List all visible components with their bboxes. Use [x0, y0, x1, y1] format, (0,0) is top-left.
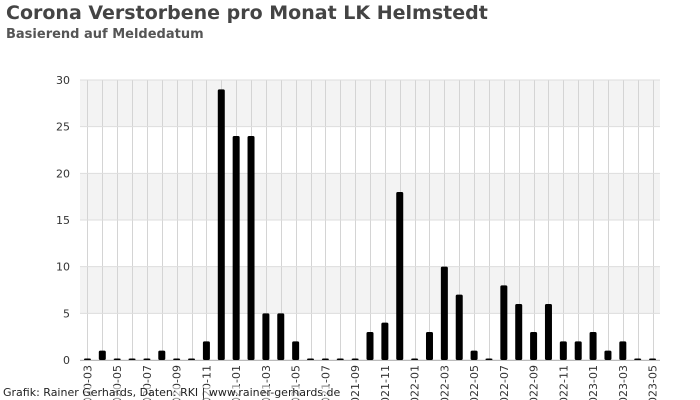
bar: [277, 313, 285, 360]
bar: [634, 358, 642, 360]
y-tick-label: 10: [56, 261, 70, 274]
bar: [321, 358, 329, 360]
bar: [440, 266, 448, 360]
y-axis-ticks: 0 5 10 15 20 25 30: [56, 74, 70, 367]
bar: [336, 358, 344, 360]
bar: [604, 350, 612, 360]
bar: [188, 358, 196, 360]
x-tick-label: 2021-09: [349, 365, 362, 400]
x-tick-label: 2022-01: [409, 365, 422, 400]
bar: [98, 350, 106, 360]
bar: [559, 341, 567, 360]
x-tick-label: 2021-11: [379, 365, 392, 400]
x-tick-label: 2023-05: [647, 365, 660, 400]
bar: [232, 136, 240, 360]
bar: [307, 358, 315, 360]
bar: [455, 294, 463, 360]
bar: [544, 304, 552, 360]
footer-credit: Grafik: Rainer Gerhards, Daten: RKI | ww…: [3, 386, 341, 399]
y-tick-label: 20: [56, 167, 70, 180]
bar: [128, 358, 136, 360]
bar: [351, 358, 359, 360]
x-tick-label: 2022-07: [498, 365, 511, 400]
chart-title: Corona Verstorbene pro Monat LK Helmsted…: [6, 2, 488, 24]
bar: [292, 341, 300, 360]
y-tick-label: 0: [63, 354, 70, 367]
y-tick-label: 25: [56, 121, 70, 134]
bar: [411, 358, 419, 360]
bar: [470, 350, 478, 360]
bar: [515, 304, 523, 360]
bar: [574, 341, 582, 360]
bar: [619, 341, 627, 360]
bar: [485, 358, 493, 360]
x-tick-label: 2022-05: [468, 365, 481, 400]
y-tick-label: 30: [56, 74, 70, 87]
bar: [366, 332, 374, 360]
bar: [425, 332, 433, 360]
y-tick-label: 5: [63, 307, 70, 320]
bar: [500, 285, 508, 360]
bar: [589, 332, 597, 360]
bar: [649, 358, 657, 360]
bar: [262, 313, 270, 360]
bar: [381, 322, 389, 360]
chart-subtitle: Basierend auf Meldedatum: [6, 27, 204, 42]
x-tick-label: 2022-03: [438, 365, 451, 400]
bar-series: [83, 89, 657, 360]
bar: [247, 136, 255, 360]
x-tick-label: 2023-01: [587, 365, 600, 400]
x-tick-label: 2023-03: [617, 365, 630, 400]
x-tick-label: 2022-11: [557, 365, 570, 400]
bar: [173, 358, 181, 360]
bar: [158, 350, 166, 360]
bar: [113, 358, 121, 360]
bar: [202, 341, 210, 360]
y-tick-label: 15: [56, 214, 70, 227]
bar: [530, 332, 538, 360]
bar: [143, 358, 151, 360]
bar: [83, 358, 91, 360]
x-tick-label: 2022-09: [528, 365, 541, 400]
bar: [217, 89, 225, 360]
bar: [396, 192, 404, 360]
